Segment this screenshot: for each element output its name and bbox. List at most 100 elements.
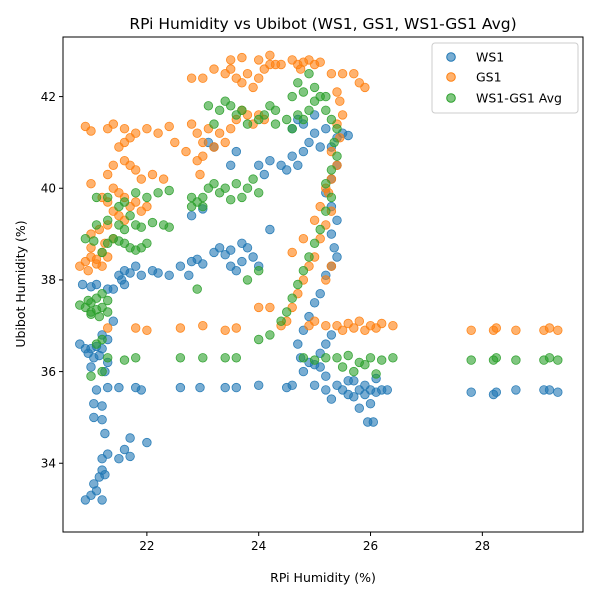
- point-ws1-gs1-avg-71: [304, 105, 314, 116]
- point-ws1-57: [136, 270, 147, 281]
- point-ws1-gs1-avg-97: [130, 353, 141, 363]
- point-ws1-gs1-avg-92: [254, 334, 264, 345]
- point-ws1-83: [231, 146, 242, 157]
- legend-box: [431, 42, 579, 114]
- legend-marker-avg: [446, 93, 456, 103]
- point-gs1-32: [130, 165, 141, 175]
- point-gs1-149: [321, 275, 331, 285]
- point-gs1-113: [265, 302, 275, 313]
- point-ws1-gs1-avg-110: [298, 353, 309, 363]
- point-gs1-7: [83, 266, 93, 276]
- point-gs1-78: [225, 55, 236, 65]
- point-ws1-gs1-avg-76: [332, 123, 342, 134]
- point-ws1-gs1-avg-101: [86, 371, 96, 381]
- y-tick-label-34: 34: [41, 457, 56, 471]
- point-gs1-133: [360, 325, 370, 336]
- point-gs1-79: [237, 52, 247, 63]
- point-ws1-95: [321, 123, 331, 134]
- point-ws1-42: [86, 362, 96, 372]
- point-ws1-gs1-avg-123: [466, 355, 476, 365]
- point-ws1-86: [265, 155, 275, 166]
- point-gs1-56: [220, 137, 230, 148]
- point-ws1-gs1-avg-80: [321, 178, 331, 189]
- point-ws1-gs1-avg-83: [315, 224, 325, 235]
- point-ws1-gs1-avg-64: [259, 110, 270, 120]
- point-ws1-142: [466, 387, 476, 397]
- point-gs1-71: [242, 68, 253, 79]
- point-gs1-51: [192, 128, 202, 138]
- point-gs1-144: [309, 215, 320, 226]
- point-gs1-134: [371, 323, 381, 333]
- point-gs1-143: [298, 233, 309, 244]
- legend-marker-gs1: [446, 72, 456, 82]
- point-gs1-55: [214, 128, 225, 138]
- point-gs1-91: [349, 68, 359, 79]
- point-ws1-gs1-avg-130: [254, 266, 264, 276]
- point-ws1-155: [326, 330, 337, 340]
- point-gs1-81: [265, 50, 275, 61]
- point-gs1-150: [326, 261, 337, 271]
- point-gs1-90: [337, 68, 348, 79]
- point-ws1-gs1-avg-37: [130, 188, 141, 198]
- point-ws1-gs1-avg-98: [119, 355, 130, 365]
- point-ws1-gs1-avg-31: [164, 222, 174, 232]
- point-ws1-118: [293, 339, 303, 349]
- point-ws1-gs1-avg-9: [97, 289, 107, 299]
- x-tick-label-24: 24: [251, 539, 266, 553]
- point-ws1-148: [553, 387, 563, 397]
- point-ws1-gs1-avg-62: [242, 119, 253, 129]
- point-ws1-108: [332, 215, 342, 226]
- point-ws1-gs1-avg-86: [298, 266, 309, 276]
- point-gs1-50: [186, 119, 197, 129]
- point-gs1-118: [175, 323, 186, 333]
- point-gs1-27: [86, 178, 96, 189]
- point-ws1-149: [321, 385, 331, 395]
- point-ws1-151: [309, 380, 320, 391]
- point-ws1-gs1-avg-39: [153, 188, 163, 198]
- point-gs1-29: [108, 160, 119, 171]
- point-ws1-13: [125, 433, 135, 443]
- x-tick-label-22: 22: [139, 539, 154, 553]
- point-ws1-99: [343, 130, 353, 141]
- legend-label-avg: WS1-GS1 Avg: [476, 91, 562, 106]
- point-ws1-56: [130, 261, 141, 271]
- point-ws1-15: [100, 428, 110, 439]
- point-gs1-26: [142, 201, 152, 212]
- point-ws1-gs1-avg-40: [164, 185, 174, 196]
- point-ws1-136: [368, 417, 379, 427]
- point-ws1-gs1-avg-38: [142, 192, 152, 203]
- point-ws1-gs1-avg-121: [360, 360, 370, 370]
- point-ws1-gs1-avg-33: [102, 192, 113, 203]
- point-gs1-140: [544, 323, 555, 333]
- point-ws1-111: [332, 252, 342, 262]
- point-gs1-89: [326, 68, 337, 79]
- point-gs1-131: [337, 325, 348, 336]
- legend-label-ws1: WS1: [476, 50, 504, 65]
- point-ws1-gs1-avg-111: [309, 355, 320, 365]
- point-ws1-26: [195, 382, 205, 393]
- point-ws1-152: [298, 366, 309, 377]
- point-ws1-gs1-avg-103: [97, 334, 107, 345]
- point-ws1-gs1-avg-113: [332, 353, 342, 363]
- point-ws1-18: [89, 399, 99, 409]
- point-ws1-gs1-avg-14: [97, 247, 107, 258]
- point-ws1-gs1-avg-13: [89, 236, 99, 246]
- x-tick-label-26: 26: [363, 539, 378, 553]
- point-gs1-77: [276, 59, 286, 70]
- point-gs1-95: [335, 96, 345, 106]
- point-ws1-gs1-avg-116: [365, 353, 376, 363]
- point-ws1-gs1-avg-87: [293, 279, 303, 290]
- point-gs1-132: [349, 323, 359, 333]
- point-ws1-150: [326, 394, 337, 404]
- y-tick-label-36: 36: [41, 365, 56, 379]
- point-ws1-10: [114, 454, 124, 464]
- point-ws1-94: [315, 142, 325, 152]
- point-ws1-gs1-avg-70: [298, 114, 309, 125]
- point-ws1-gs1-avg-74: [321, 105, 331, 116]
- point-gs1-123: [309, 316, 320, 326]
- point-ws1-55: [125, 268, 135, 278]
- point-ws1-70: [231, 266, 242, 276]
- point-ws1-90: [293, 160, 303, 171]
- point-ws1-gs1-avg-48: [225, 194, 236, 205]
- point-ws1-gs1-avg-134: [270, 119, 281, 129]
